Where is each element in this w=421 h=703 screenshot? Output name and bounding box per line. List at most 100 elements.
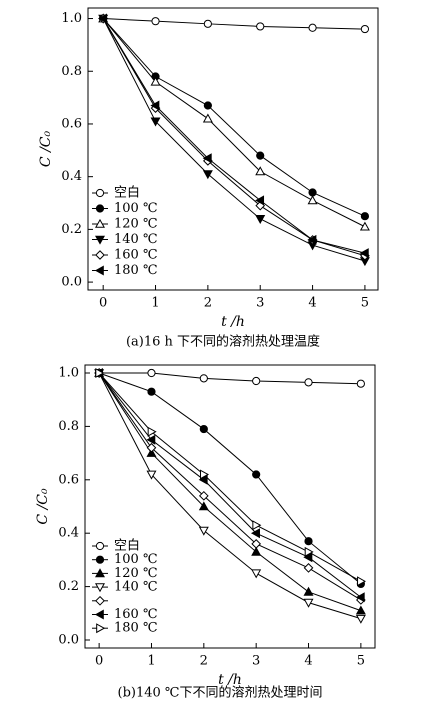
marker [303, 598, 314, 608]
marker [98, 13, 107, 24]
y-tick-label: 0.2 [58, 579, 79, 594]
plot-frame [87, 7, 379, 291]
series-line [102, 18, 366, 262]
marker [198, 490, 209, 501]
marker [252, 520, 262, 531]
legend-label: 140 ℃ [114, 580, 158, 595]
marker [199, 374, 208, 383]
x-tick-label: 0 [99, 296, 107, 311]
marker [200, 469, 209, 480]
legend-marker [94, 265, 104, 276]
marker [146, 470, 157, 480]
marker [308, 188, 317, 197]
series-line [98, 372, 362, 620]
y-tick-label: 0.2 [61, 222, 82, 237]
series-line [99, 372, 361, 385]
series-line [102, 18, 366, 228]
series-line [102, 18, 366, 254]
legend-label: 100 ℃ [114, 552, 158, 567]
marker [256, 22, 265, 31]
caption: (a)16 h 下不同的溶剂热处理温度 [126, 334, 320, 350]
y-axis-label: C /C₀ [38, 131, 54, 168]
y-tick-label: 0.6 [58, 472, 79, 487]
marker [359, 221, 370, 231]
marker [151, 17, 160, 26]
y-tick-label: 0.6 [61, 116, 82, 131]
series-line [103, 18, 365, 30]
x-tick-label: 5 [357, 654, 365, 669]
y-tick-label: 0.0 [58, 632, 79, 647]
y-tick-label: 0.4 [58, 526, 79, 541]
marker [307, 195, 318, 205]
marker [95, 368, 105, 378]
series-line [98, 372, 362, 598]
marker [251, 528, 260, 539]
marker [199, 424, 208, 434]
x-tick-label: 1 [147, 654, 155, 669]
marker [357, 576, 367, 587]
marker [304, 546, 314, 557]
marker [255, 215, 266, 225]
legend-label: 160 ℃ [114, 607, 158, 622]
legend-label: 120 ℃ [114, 217, 158, 232]
legend-label: 180 ℃ [114, 621, 158, 636]
series-line [98, 372, 362, 585]
marker [203, 19, 212, 28]
legend-marker [95, 595, 105, 606]
y-tick-label: 1.0 [58, 366, 79, 381]
series-line [98, 372, 362, 582]
x-tick-label: 4 [304, 654, 312, 669]
x-tick-label: 3 [256, 296, 264, 311]
marker [256, 151, 265, 160]
marker [251, 546, 262, 556]
marker [147, 368, 156, 378]
marker [304, 378, 313, 387]
marker [203, 101, 212, 110]
y-tick-label: 0.8 [58, 419, 79, 434]
marker [146, 442, 157, 453]
legend-label: 空白 [114, 538, 140, 554]
x-tick-label: 3 [252, 654, 260, 669]
legend-marker [95, 204, 105, 213]
x-tick-label: 4 [308, 296, 316, 311]
legend-marker [95, 541, 105, 551]
x-tick-label: 1 [151, 296, 159, 311]
y-tick-label: 0.0 [61, 275, 82, 290]
chart: 0 1 2 3 4 5 0.0 0.2 0.4 0.6 0.8 1.0 t /h C /C₀ (a)16 h… [38, 7, 379, 350]
x-axis-label: t /h [221, 314, 245, 330]
legend-marker [95, 583, 105, 593]
marker [303, 586, 314, 596]
legend-label: 160 ℃ [114, 248, 158, 263]
marker [198, 526, 209, 536]
plot-frame [84, 364, 376, 649]
marker [308, 23, 317, 32]
marker [303, 563, 314, 573]
chart: 0 1 2 3 4 5 0.0 0.2 0.4 0.6 0.8 1.0 t /h C /C₀ (b)140 … [35, 364, 376, 701]
marker [303, 552, 313, 563]
legend-marker [94, 609, 104, 620]
y-tick-label: 0.4 [61, 169, 82, 184]
marker [146, 447, 157, 457]
marker [255, 166, 266, 176]
marker [356, 379, 365, 388]
marker [147, 387, 156, 396]
marker [255, 195, 265, 206]
x-axis-label: t /h [218, 672, 242, 688]
legend-label: 120 ℃ [114, 566, 158, 581]
y-tick-label: 1.0 [61, 11, 82, 26]
marker [202, 170, 213, 180]
legend-marker [95, 218, 105, 228]
marker [198, 474, 208, 485]
marker [252, 470, 261, 479]
marker [359, 248, 369, 259]
marker [150, 117, 161, 127]
legend-marker [95, 555, 105, 564]
marker [355, 592, 365, 603]
legend-marker [95, 250, 105, 260]
marker [146, 434, 156, 445]
marker [252, 376, 261, 386]
y-tick-label: 0.8 [61, 64, 82, 79]
marker [251, 539, 262, 549]
